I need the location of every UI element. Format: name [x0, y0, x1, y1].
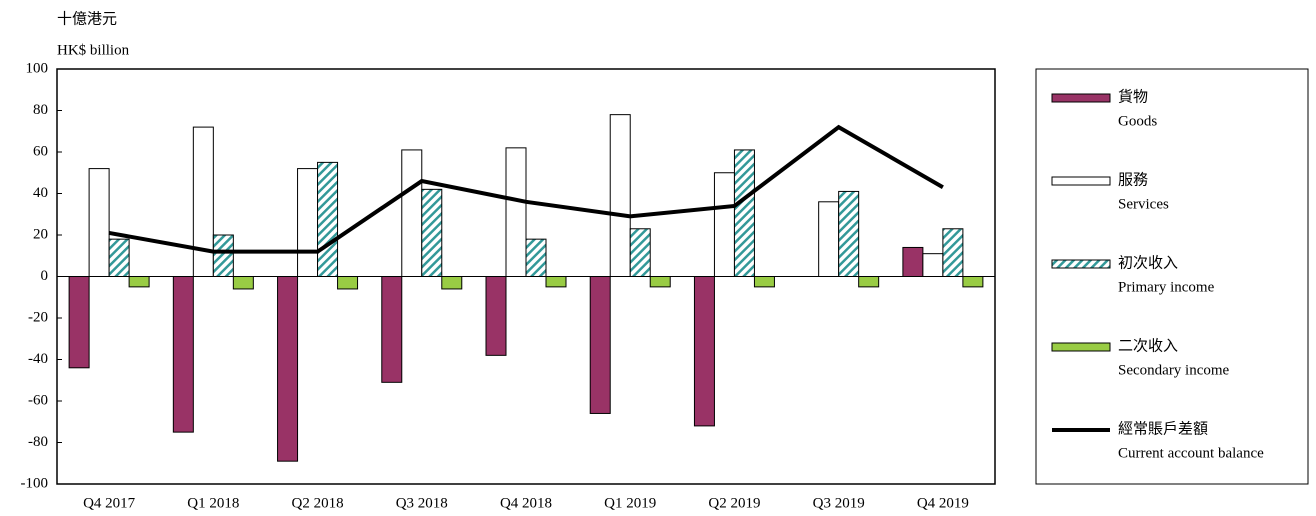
x-tick-label: Q3 2018 — [396, 495, 448, 511]
y-tick-label: 40 — [33, 185, 48, 201]
bar — [649, 276, 671, 288]
y-tick-label: -80 — [28, 434, 48, 450]
bar — [713, 172, 735, 277]
bar — [381, 276, 403, 383]
y-tick-label: 20 — [33, 226, 48, 242]
bar — [337, 276, 359, 290]
line — [108, 124, 944, 254]
y-axis-label: HK$ billion — [57, 42, 130, 58]
legend-label: Primary income — [1118, 279, 1215, 295]
x-tick-label: Q4 2019 — [917, 495, 969, 511]
bar — [108, 238, 130, 277]
legend-label: 服務 — [1118, 171, 1148, 188]
bar — [838, 190, 860, 277]
bar — [128, 276, 150, 288]
bar — [962, 276, 984, 288]
bar — [192, 126, 214, 277]
bar — [525, 238, 547, 277]
x-tick-label: Q2 2019 — [708, 495, 760, 511]
bar — [68, 276, 90, 369]
bar — [545, 276, 567, 288]
y-tick-label: 60 — [33, 143, 48, 159]
legend-swatch — [1051, 342, 1111, 352]
bar — [922, 253, 944, 278]
bar — [858, 276, 880, 288]
legend-label: Current account balance — [1118, 445, 1264, 461]
bar — [753, 276, 775, 288]
legend-label: Services — [1118, 196, 1169, 212]
legend-label: Goods — [1118, 113, 1157, 129]
legend-frame — [1035, 68, 1309, 485]
x-tick-label: Q3 2019 — [813, 495, 865, 511]
bar — [629, 228, 651, 277]
bar — [818, 201, 840, 277]
bar — [297, 168, 319, 278]
bar — [441, 276, 463, 290]
y-tick-label: -40 — [28, 351, 48, 367]
legend-label: 經常賬戶差額 — [1118, 420, 1208, 437]
y-tick-label: -60 — [28, 392, 48, 408]
x-tick-label: Q1 2019 — [604, 495, 656, 511]
x-tick-label: Q4 2017 — [83, 495, 136, 511]
bar — [942, 228, 964, 277]
y-tick-label: -20 — [28, 309, 48, 325]
y-tick-label: -100 — [21, 475, 49, 491]
legend-swatch — [1051, 176, 1111, 186]
legend-label: 初次收入 — [1118, 254, 1178, 271]
bar — [317, 161, 339, 277]
bar — [505, 147, 527, 277]
y-tick-label: 80 — [33, 102, 48, 118]
bar — [88, 168, 110, 278]
legend-swatch — [1051, 93, 1111, 103]
bar — [232, 276, 254, 290]
bar — [609, 114, 631, 278]
legend-label: 貨物 — [1118, 88, 1148, 105]
bar — [172, 276, 194, 433]
bar — [401, 149, 423, 277]
x-tick-label: Q4 2018 — [500, 495, 552, 511]
y-tick-label: 0 — [41, 268, 49, 284]
bar — [277, 276, 299, 462]
bar — [693, 276, 715, 427]
legend-label: 二次收入 — [1118, 337, 1178, 354]
legend-label: Secondary income — [1118, 362, 1230, 378]
bar — [733, 149, 755, 277]
bar — [212, 234, 234, 277]
bar — [902, 246, 924, 277]
x-tick-label: Q1 2018 — [187, 495, 239, 511]
y-axis-label: 十億港元 — [57, 10, 117, 27]
y-tick-label: 100 — [26, 60, 49, 76]
x-tick-label: Q2 2018 — [292, 495, 344, 511]
bar — [421, 188, 443, 278]
bar — [589, 276, 611, 414]
legend-swatch — [1051, 259, 1111, 269]
bar — [485, 276, 507, 356]
